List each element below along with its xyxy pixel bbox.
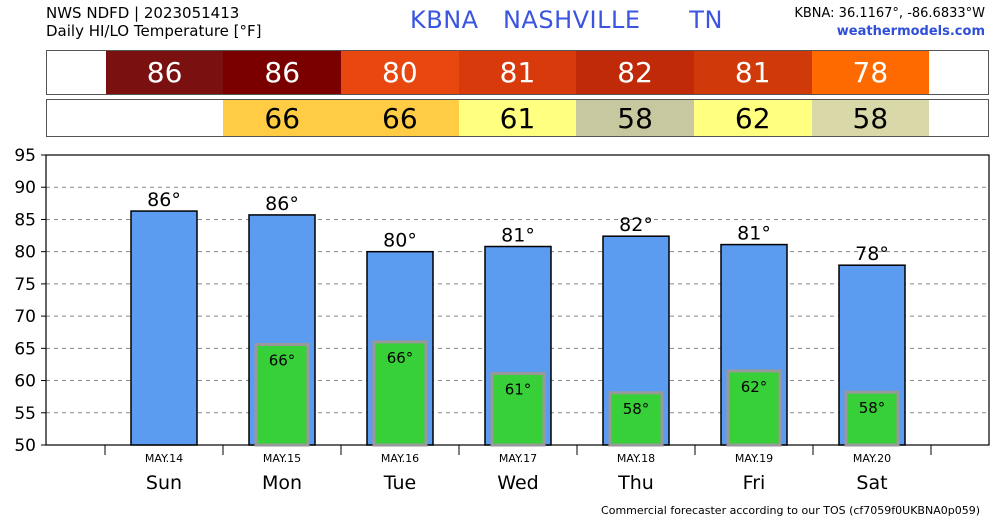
high-temp-cell: 86 (105, 51, 224, 94)
footer-note: Commercial forecaster according to our T… (601, 504, 980, 517)
station-coords: KBNA: 36.1167°, -86.6833°W (794, 6, 985, 21)
x-date-label: MAY.19 (735, 452, 773, 465)
low-bar-label: 61° (505, 380, 532, 398)
y-tick-label: 95 (14, 146, 36, 166)
header-location: KBNA: 36.1167°, -86.6833°W weathermodels… (794, 5, 985, 41)
x-date-label: MAY.20 (853, 452, 891, 465)
y-tick-label: 60 (14, 372, 36, 392)
low-temp-cell: 61 (458, 100, 577, 136)
x-date-label: MAY.17 (499, 452, 537, 465)
header-run: NWS NDFD | 2023051413 (46, 4, 240, 22)
low-temp-cell: 66 (341, 100, 459, 136)
low-bar-label: 62° (741, 378, 768, 396)
x-day-label: Fri (743, 472, 766, 494)
x-day-label: Thu (617, 472, 654, 494)
high-bar-label: 81° (501, 225, 535, 247)
low-bar (608, 391, 664, 447)
low-bar (254, 342, 310, 447)
temperature-chart: 50 55 60 65 70 75 80 85 90 95 86° MAY.14 Sun 86° 66° MA… (14, 146, 990, 494)
high-bar-label: 78° (855, 243, 889, 265)
low-temp-cell: 66 (223, 100, 342, 136)
y-tick-label: 85 (14, 210, 36, 230)
low-temp-blank (106, 100, 224, 136)
high-bar-label: 86° (147, 189, 181, 211)
x-day-label: Sun (146, 472, 182, 494)
y-tick-label: 70 (14, 307, 36, 327)
high-bar-label: 86° (265, 193, 299, 215)
low-temp-strip: 66 66 61 58 62 58 (46, 99, 989, 137)
high-temp-cell: 86 (223, 51, 342, 94)
y-tick-label: 55 (14, 404, 36, 424)
y-tick-label: 90 (14, 178, 36, 198)
low-bar (726, 369, 782, 447)
header-product: Daily HI/LO Temperature [°F] (46, 22, 262, 40)
low-bar-label: 66° (269, 351, 296, 369)
site-link[interactable]: weathermodels.com (836, 24, 985, 39)
low-temp-cell: 58 (576, 100, 694, 136)
high-temp-cell: 81 (693, 51, 812, 94)
high-temp-strip: 86 86 80 81 82 81 78 (46, 50, 989, 95)
low-bar-label: 66° (387, 349, 414, 367)
high-bar-label: 82° (619, 214, 653, 236)
y-tick-label: 80 (14, 243, 36, 263)
x-date-label: MAY.18 (617, 452, 655, 465)
x-day-label: Wed (497, 472, 538, 494)
low-temp-cell: 62 (693, 100, 812, 136)
y-tick-label: 65 (14, 339, 36, 359)
low-bar (844, 390, 900, 447)
high-bar-label: 80° (383, 230, 417, 252)
high-bar-label: 81° (737, 223, 771, 245)
high-temp-blank (929, 51, 988, 94)
y-tick-label: 50 (14, 436, 36, 456)
y-tick-label: 75 (14, 275, 36, 295)
low-bar (372, 340, 428, 447)
low-temp-blank (929, 100, 988, 136)
x-date-label: MAY.14 (145, 452, 183, 465)
low-temp-blank (47, 100, 106, 136)
x-day-label: Sat (856, 472, 887, 494)
high-temp-cell: 78 (811, 51, 930, 94)
low-temp-cell: 58 (811, 100, 930, 136)
x-day-label: Mon (262, 472, 302, 494)
x-day-label: Tue (383, 472, 416, 494)
station-title: KBNA NASHVILLE TN (410, 6, 723, 34)
x-date-label: MAY.15 (263, 452, 301, 465)
x-date-label: MAY.16 (381, 452, 419, 465)
low-bar-label: 58° (859, 399, 886, 417)
high-temp-cell: 80 (341, 51, 459, 94)
low-bar-label: 58° (623, 400, 650, 418)
high-bar (130, 210, 198, 446)
high-temp-cell: 82 (576, 51, 694, 94)
low-bar (490, 371, 546, 447)
header-info: NWS NDFD | 2023051413 Daily HI/LO Temper… (46, 4, 262, 40)
high-temp-blank (47, 51, 106, 94)
high-temp-cell: 81 (458, 51, 577, 94)
